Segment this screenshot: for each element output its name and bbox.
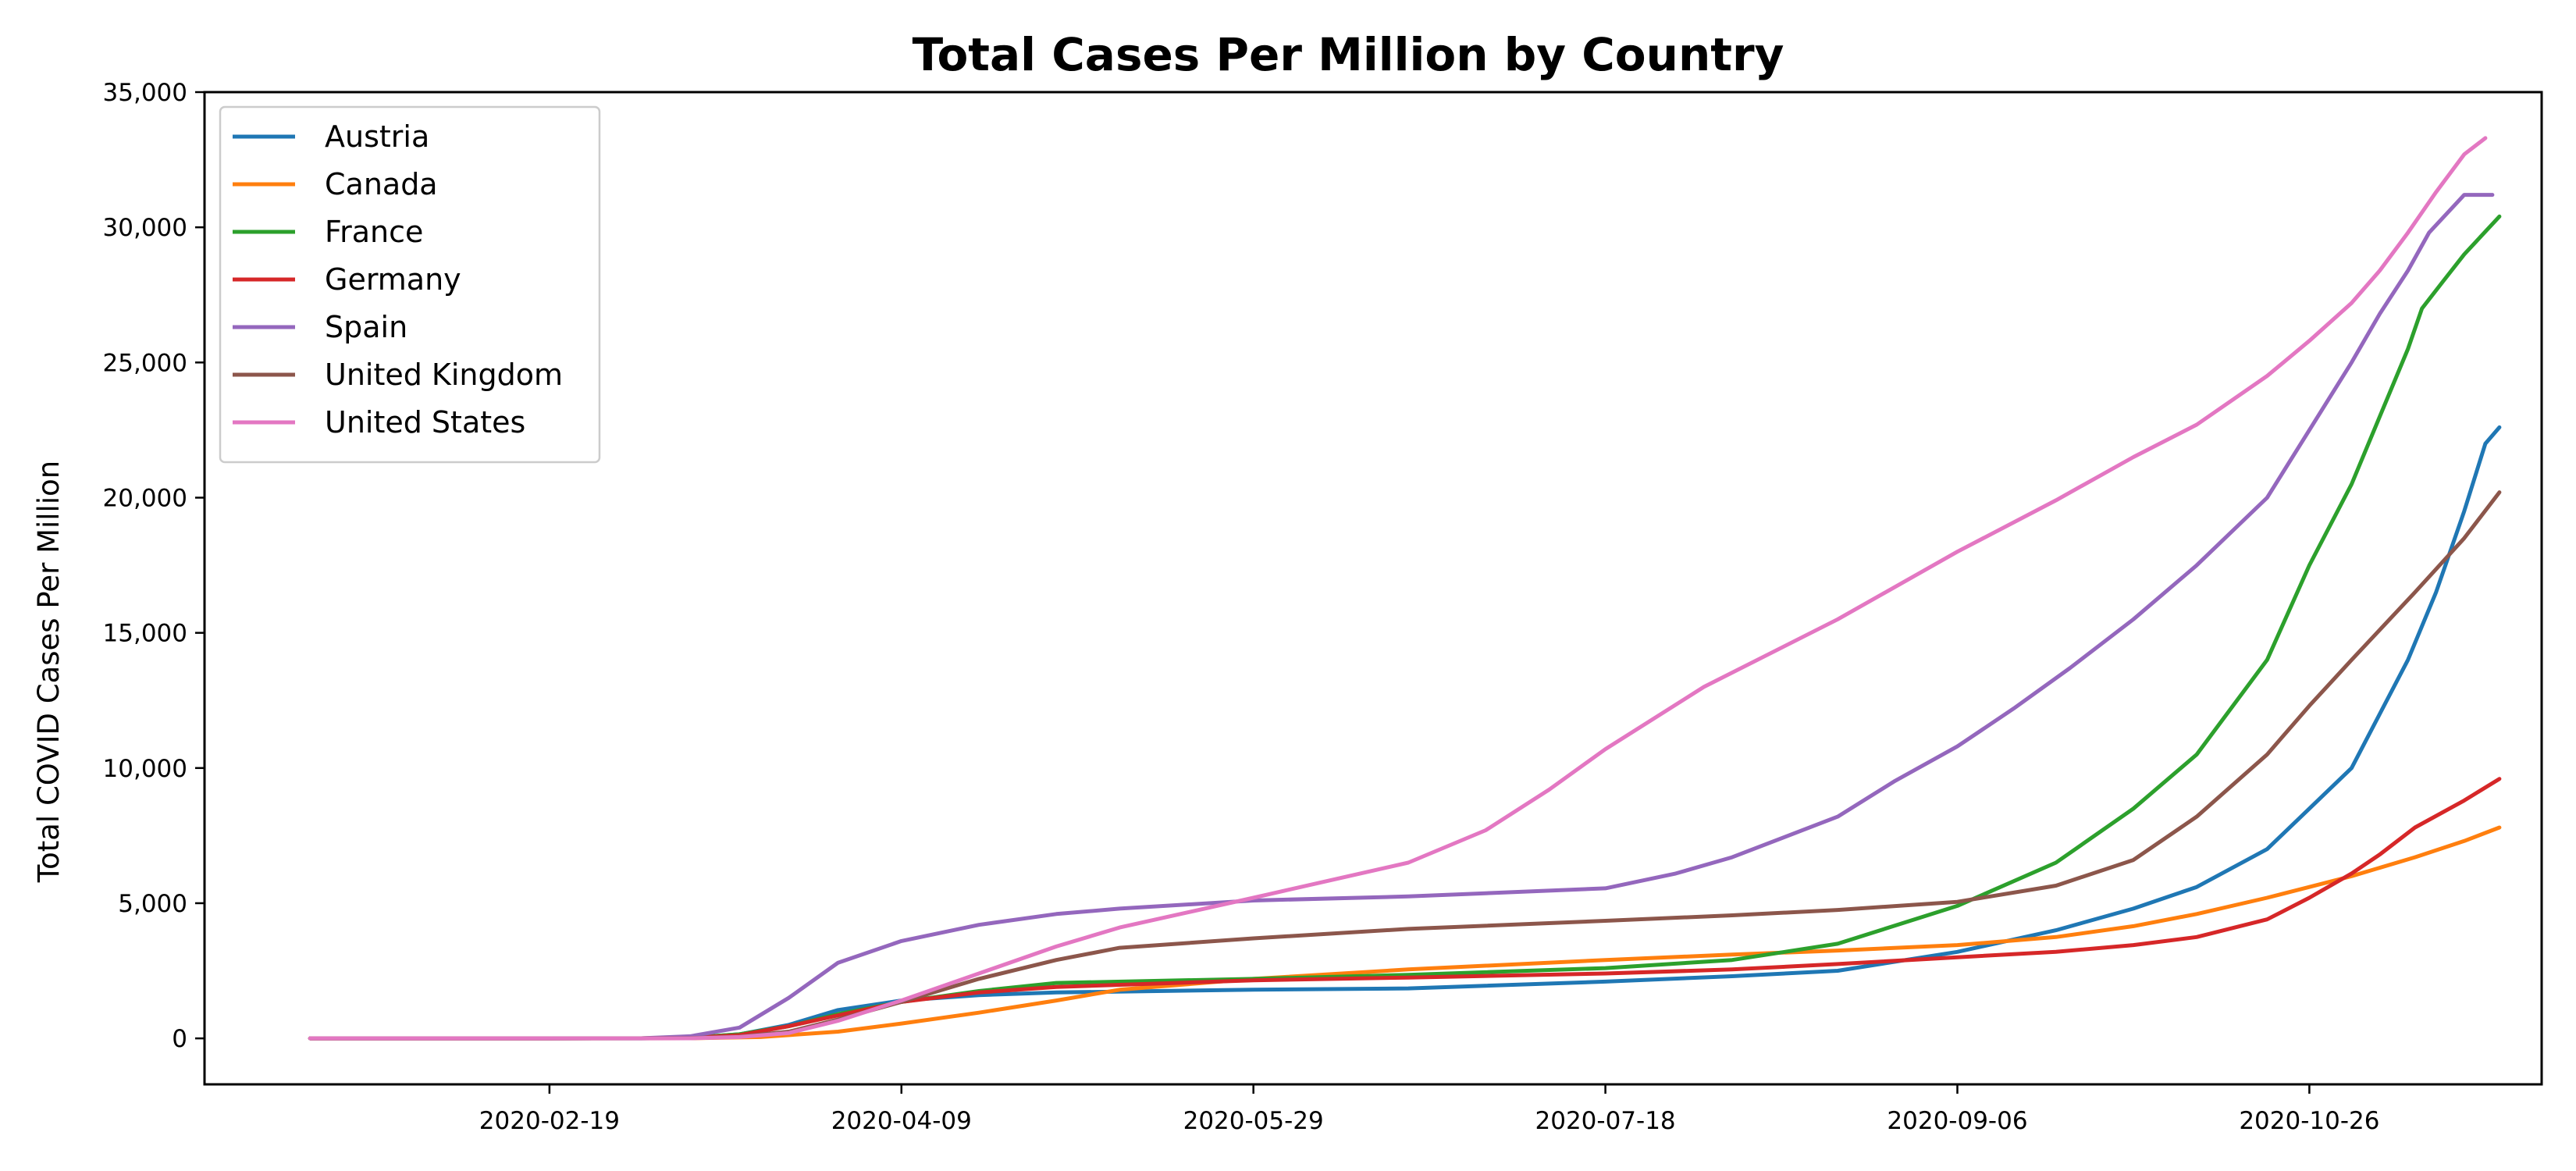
legend-label-united-states: United States <box>325 405 525 440</box>
x-tick-label: 2020-05-29 <box>1183 1107 1324 1135</box>
x-axis-ticks: 2020-02-19 2020-04-09 2020-05-29 2020-07-18… <box>479 1084 2379 1135</box>
legend-label-spain: Spain <box>325 310 407 344</box>
legend-label-canada: Canada <box>325 167 438 201</box>
legend-label-france: France <box>325 215 423 249</box>
y-axis-label: Total COVID Cases Per Million <box>32 461 66 883</box>
legend-box <box>219 105 601 464</box>
series-line-spain <box>308 193 2495 1041</box>
legend-label-united-kingdom: United Kingdom <box>325 358 563 392</box>
y-tick-label: 35,000 <box>103 79 187 107</box>
y-tick-label: 20,000 <box>103 484 187 512</box>
y-tick-label: 0 <box>172 1025 187 1053</box>
plot-frame <box>203 91 2543 1086</box>
y-axis-ticks: 0 5,000 10,000 15,000 20,000 25,000 30,000 35,0… <box>103 79 205 1053</box>
plot-lines <box>308 136 2502 1041</box>
y-tick-label: 15,000 <box>103 620 187 648</box>
x-tick-label: 2020-07-18 <box>1535 1107 1676 1135</box>
legend-label-austria: Austria <box>325 119 429 154</box>
series-line-united-states <box>308 136 2488 1041</box>
x-tick-label: 2020-02-19 <box>479 1107 620 1135</box>
y-tick-label: 5,000 <box>118 890 187 918</box>
legend: Austria Canada France Germany Spain United Ki… <box>219 105 601 464</box>
legend-label-germany: Germany <box>325 262 461 297</box>
x-tick-label: 2020-09-06 <box>1887 1107 2027 1135</box>
y-tick-label: 30,000 <box>103 214 187 242</box>
x-tick-label: 2020-04-09 <box>831 1107 972 1135</box>
y-tick-label: 10,000 <box>103 755 187 783</box>
y-tick-label: 25,000 <box>103 349 187 377</box>
series-line-canada <box>308 825 2502 1041</box>
series-line-germany <box>308 777 2502 1041</box>
chart-title: Total Cases Per Million by Country <box>913 28 1784 81</box>
x-tick-label: 2020-10-26 <box>2239 1107 2379 1135</box>
